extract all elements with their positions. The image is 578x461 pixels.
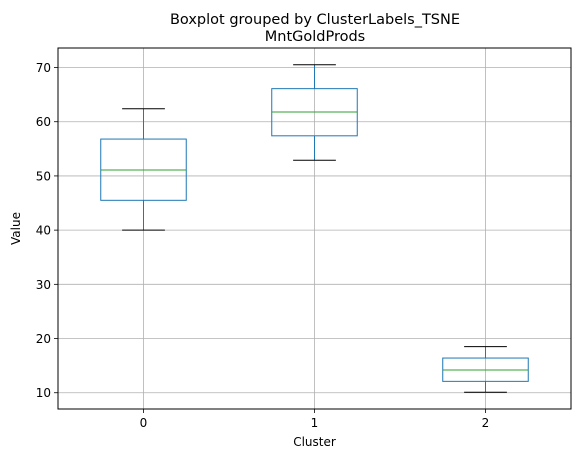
- y-tick-label: 40: [36, 224, 51, 238]
- box-cluster-2: [442, 346, 529, 393]
- x-axis-label: Cluster: [293, 435, 336, 449]
- x-tick-label: 2: [482, 416, 490, 430]
- y-tick-label: 20: [36, 332, 51, 346]
- y-axis-label: Value: [9, 212, 23, 245]
- box-series: [100, 64, 529, 393]
- y-tick-label: 30: [36, 278, 51, 292]
- y-tick-label: 10: [36, 386, 51, 400]
- y-tick-label: 70: [36, 61, 51, 75]
- axis-ticks: 10 20 30 40 50 60 70 0 1 2: [36, 61, 490, 430]
- y-tick-label: 50: [36, 169, 51, 183]
- box-cluster-0: [100, 108, 187, 231]
- chart-title: MntGoldProds: [265, 29, 366, 45]
- chart-suptitle: Boxplot grouped by ClusterLabels_TSNE: [170, 12, 460, 28]
- box-cluster-1: [271, 64, 358, 161]
- x-tick-label: 1: [311, 416, 319, 430]
- x-tick-label: 0: [140, 416, 148, 430]
- grid-lines: [58, 48, 571, 409]
- y-tick-label: 60: [36, 115, 51, 129]
